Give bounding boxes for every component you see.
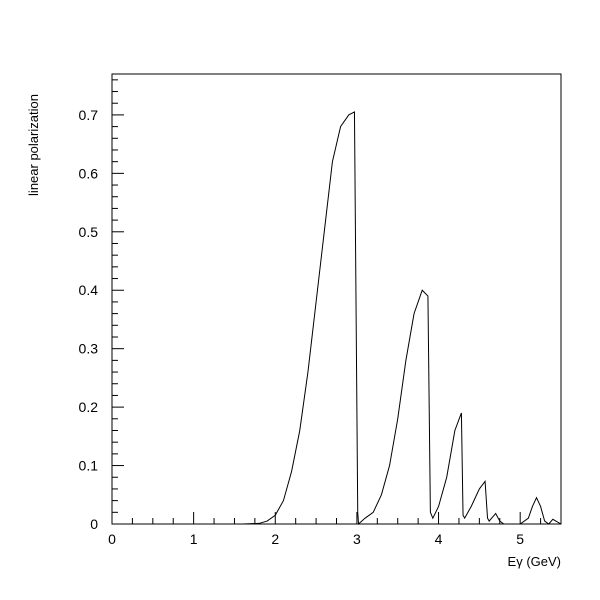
x-tick-label: 3 (353, 531, 361, 547)
x-axis-ticks (111, 512, 562, 524)
y-axis-ticks (112, 79, 124, 525)
x-tick-label: 1 (190, 531, 198, 547)
x-tick-label: 2 (271, 531, 279, 547)
y-tick-label: 0 (90, 516, 98, 532)
plot-frame (111, 73, 562, 525)
series-line (242, 111, 562, 526)
x-axis-label: Eγ (GeV) (508, 554, 561, 569)
y-tick-label: 0.7 (79, 107, 99, 123)
y-tick-label: 0.1 (79, 458, 99, 474)
y-tick-label: 0.4 (79, 282, 99, 298)
y-axis-tick-labels: 0 0.1 0.2 0.3 0.4 0.5 0.6 0.7 (79, 107, 99, 532)
y-tick-label: 0.3 (79, 341, 99, 357)
x-axis-tick-labels: 0 1 2 3 4 5 (108, 531, 524, 547)
x-tick-label: 5 (516, 531, 524, 547)
y-tick-label: 0.2 (79, 399, 99, 415)
y-tick-label: 0.6 (79, 165, 99, 181)
x-tick-label: 0 (108, 531, 116, 547)
y-tick-label: 0.5 (79, 224, 99, 240)
x-tick-label: 4 (435, 531, 443, 547)
y-axis-label: linear polarization (26, 94, 41, 196)
